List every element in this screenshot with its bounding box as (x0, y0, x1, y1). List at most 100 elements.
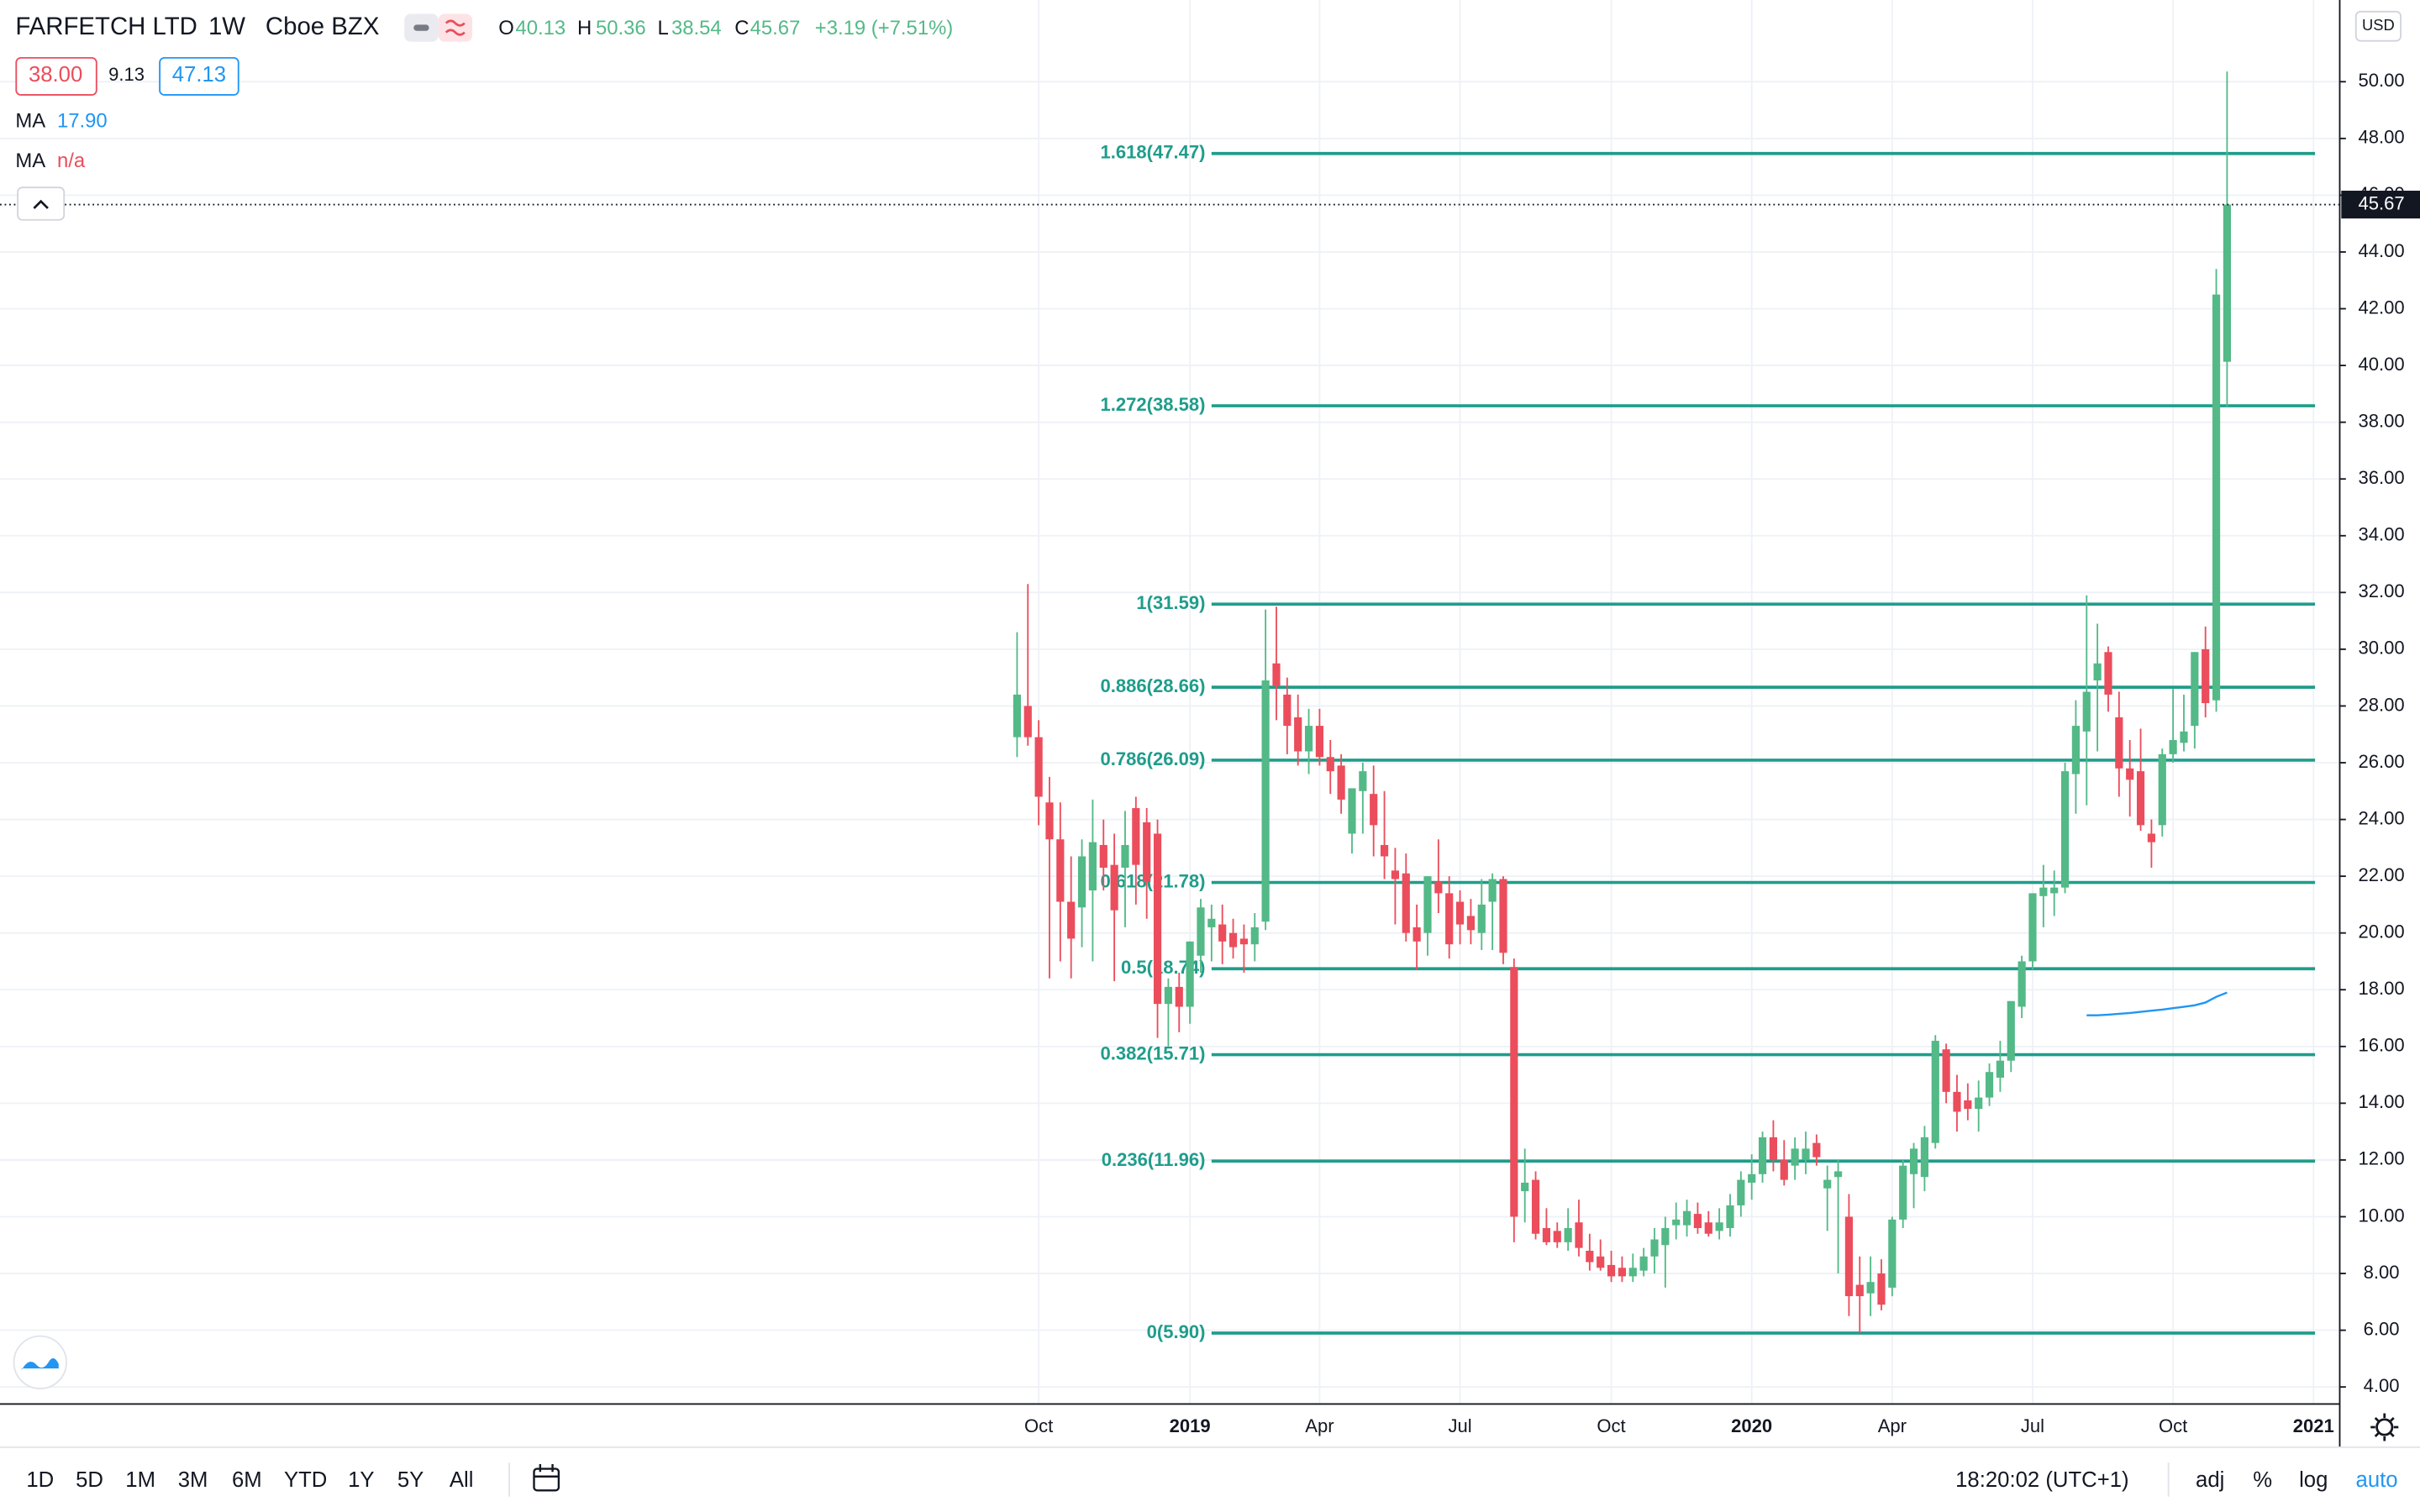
change: +3.19 (+7.51%) (815, 17, 953, 39)
candle-body (1143, 822, 1151, 882)
y-tick-label: 6.00 (2364, 1318, 2400, 1339)
range-button[interactable]: 1Y (348, 1468, 374, 1492)
candle-body (1726, 1205, 1734, 1228)
fib-label: 1(31.59) (1136, 592, 1205, 613)
candle-body (1197, 907, 1205, 956)
candle-body (1704, 1222, 1712, 1234)
candle-body (1920, 1137, 1928, 1178)
scale-option[interactable]: % (2253, 1468, 2272, 1492)
candle-body (2060, 771, 2070, 888)
calendar-detail (534, 1464, 559, 1478)
candle-body (1423, 876, 1432, 933)
candle-body (2082, 691, 2091, 732)
logo-button[interactable] (13, 1335, 67, 1389)
x-tick-label: Apr (1878, 1415, 1907, 1436)
toggle-icon (413, 24, 429, 31)
x-tick-label: Oct (1024, 1415, 1053, 1436)
scale-option[interactable]: log (2299, 1468, 2328, 1492)
candle-body (1899, 1165, 1907, 1220)
settings-icon[interactable] (2370, 1413, 2399, 1441)
input-value: 47.13 (172, 63, 226, 87)
candle-body (2169, 739, 2177, 754)
candle-body (1359, 771, 1367, 791)
ma-line (2086, 991, 2228, 1016)
currency: USD (2362, 16, 2395, 34)
scale-option[interactable]: auto (2356, 1468, 2398, 1492)
ohlc-value: 40.13 (515, 17, 566, 39)
candle-body (1985, 1072, 1994, 1098)
candle-body (1812, 1142, 1821, 1158)
scale-option[interactable]: adj (2196, 1468, 2224, 1492)
candle-body (1304, 726, 1313, 752)
collapse-button[interactable] (17, 186, 66, 221)
candle-body (1597, 1256, 1605, 1268)
clock[interactable]: 18:20:02 (UTC+1) (1955, 1468, 2128, 1492)
x-tick-label: Oct (1597, 1415, 1625, 1436)
candle-body (1434, 881, 1443, 894)
indicator-name[interactable]: MA (15, 109, 45, 132)
y-tick-label: 14.00 (2359, 1091, 2405, 1112)
indicator-name[interactable]: MA (15, 150, 45, 172)
candle-body (1564, 1227, 1572, 1242)
input-box[interactable] (159, 56, 239, 96)
toggle-right[interactable] (438, 13, 473, 42)
range-button[interactable]: 5Y (397, 1468, 424, 1492)
toggle-icon (445, 19, 466, 36)
range-button[interactable]: All (450, 1468, 474, 1492)
range-button[interactable]: 3M (178, 1468, 208, 1492)
candle-body (1023, 706, 1032, 738)
candle-body (2050, 887, 2059, 894)
candle-body (1315, 726, 1323, 758)
y-tick-label: 22.00 (2359, 864, 2405, 885)
candle-body (1164, 986, 1172, 1005)
candle-body (1628, 1268, 1637, 1277)
candle-body (2039, 887, 2048, 896)
calendar-button[interactable] (533, 1464, 560, 1492)
range-button[interactable]: YTD (284, 1468, 327, 1492)
range-button[interactable]: 5D (76, 1468, 103, 1492)
candle-body (1466, 916, 1475, 931)
input-value: 38.00 (29, 63, 82, 87)
range-button[interactable]: 6M (232, 1468, 262, 1492)
input-box[interactable] (15, 56, 97, 96)
indicator-value: 17.90 (57, 109, 108, 132)
candle-body (1034, 737, 1043, 797)
candle-body (2104, 652, 2112, 695)
y-tick-label: 28.00 (2359, 694, 2405, 715)
candle-body (1153, 833, 1162, 1005)
candle-body (2191, 652, 2199, 727)
candle-body (1207, 918, 1216, 927)
interval[interactable]: 1W (208, 13, 245, 40)
y-tick-label: 34.00 (2359, 524, 2405, 545)
candle-body (1791, 1148, 1799, 1166)
x-tick-label: 2020 (1731, 1415, 1772, 1436)
candle-body (1380, 844, 1389, 857)
candle-body (1228, 932, 1238, 948)
y-tick-label: 50.00 (2359, 70, 2405, 91)
y-tick-label: 8.00 (2364, 1262, 2400, 1283)
candle-body (1077, 856, 1086, 908)
candle-body (1618, 1268, 1626, 1277)
currency-box[interactable] (2354, 10, 2402, 42)
y-tick-label: 36.00 (2359, 467, 2405, 488)
candle-body (1866, 1282, 1875, 1294)
range-button[interactable]: 1D (26, 1468, 54, 1492)
gear-teeth (2370, 1413, 2399, 1441)
fib-label: 0.786(26.09) (1101, 748, 1206, 769)
y-tick-label: 12.00 (2359, 1148, 2405, 1169)
symbol[interactable]: FARFETCH LTD (15, 13, 197, 40)
candle-body (1477, 904, 1486, 933)
candle-body (1942, 1049, 1950, 1092)
range-button[interactable]: 1M (125, 1468, 155, 1492)
candle-body (1996, 1060, 2004, 1078)
candle-body (1521, 1182, 1529, 1192)
x-tick-label: Jul (2021, 1415, 2044, 1436)
y-tick-label: 16.00 (2359, 1035, 2405, 1056)
y-tick-label: 44.00 (2359, 240, 2405, 261)
candle-body (1488, 879, 1497, 902)
candle-body (2093, 663, 2102, 681)
candle-body (1964, 1100, 1972, 1110)
candle-body (1326, 757, 1334, 772)
